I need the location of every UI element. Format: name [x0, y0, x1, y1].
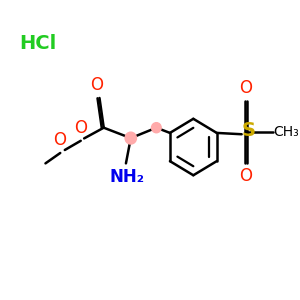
Text: HCl: HCl: [20, 34, 57, 52]
Text: S: S: [241, 121, 255, 140]
Text: NH₂: NH₂: [109, 168, 144, 186]
Text: O: O: [239, 80, 252, 98]
Circle shape: [152, 123, 161, 133]
Text: O: O: [74, 119, 88, 137]
Circle shape: [125, 132, 136, 144]
Text: CH₃: CH₃: [273, 125, 298, 139]
Text: O: O: [90, 76, 103, 94]
Text: O: O: [239, 167, 252, 185]
Text: O: O: [53, 131, 66, 149]
